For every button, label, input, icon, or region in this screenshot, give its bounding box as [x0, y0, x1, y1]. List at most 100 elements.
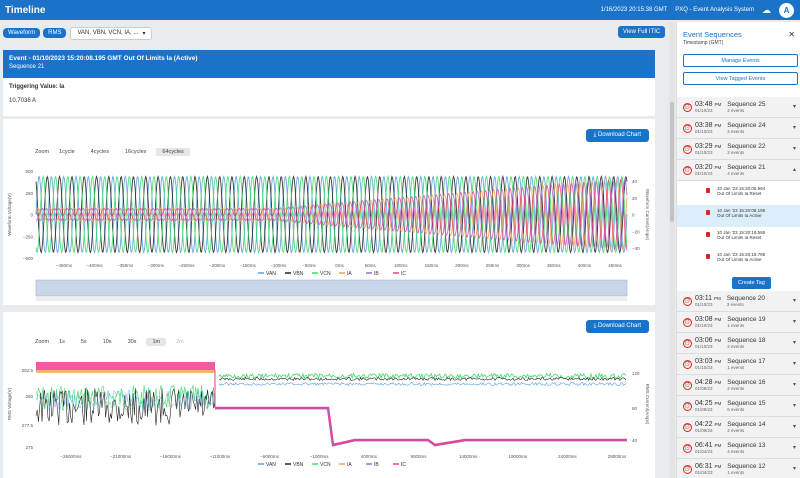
y-axis-label-left: Waveform Voltage(V)	[7, 193, 12, 236]
event-flag-icon	[706, 232, 710, 237]
legend-ib: IB	[374, 462, 379, 468]
sequence-item[interactable]: ⏰ 06:41 PM 01/04/23 Sequence 13 4 events ▾	[677, 438, 800, 459]
event-time: 10 Jan '23 15:20:19.795	[717, 252, 766, 257]
x-tick: −11000ms	[210, 454, 232, 459]
series-ic	[215, 406, 627, 447]
series-ia-band	[36, 370, 215, 373]
zoom-4cycles[interactable]: 4cycles	[90, 149, 109, 155]
sequence-name: Sequence 21	[727, 164, 766, 171]
event-sequence: Sequence 21	[9, 64, 45, 70]
close-icon[interactable]: ✕	[788, 30, 795, 39]
sequence-item[interactable]: ⏰ 03:38 PM 01/10/23 Sequence 24 2 events ▾	[677, 118, 800, 139]
legend-van: VAN	[266, 271, 276, 277]
y-tick-left: −500	[23, 256, 34, 261]
zoom-10s[interactable]: 10s	[102, 339, 112, 345]
view-full-itic-button[interactable]: View Full ITIC	[618, 26, 666, 38]
create-tag-button[interactable]: Create Tag	[732, 277, 771, 289]
chevron-down-icon[interactable]: ▾	[792, 340, 796, 346]
chevron-down-icon[interactable]: ▾	[792, 104, 796, 110]
sequence-time: 03:11 PM	[695, 295, 721, 302]
zoom-16cycles[interactable]: 16cycles	[125, 149, 147, 155]
sequence-time: 04:28 PM	[695, 379, 722, 386]
top-bar: Timeline 1/16/2023 20:15:38 GMT PXQ - Ev…	[0, 0, 800, 20]
y-tick-right: 40	[632, 179, 638, 184]
event-flag-icon	[706, 188, 710, 193]
sequence-item[interactable]: ⏰ 03:03 PM 01/10/23 Sequence 17 1 events ▾	[677, 354, 800, 375]
chevron-down-icon[interactable]: ▾	[792, 424, 796, 430]
app-title: Timeline	[5, 4, 46, 16]
event-desc: Out Of Limits Ia Active	[717, 213, 762, 218]
sequence-item[interactable]: ⏰ 04:25 PM 01/09/23 Sequence 15 6 events ▾	[677, 396, 800, 417]
sequence-date: 01/10/23	[695, 129, 713, 134]
zoom-64cycles[interactable]: 64cycles	[156, 148, 190, 156]
sequence-item[interactable]: ⏰ 03:20 PM 01/10/23 Sequence 21 4 events ▴	[677, 160, 800, 181]
main-scrollbar[interactable]	[669, 22, 675, 478]
range-navigator	[35, 279, 628, 297]
sequence-item[interactable]: ⏰ 06:31 PM 01/04/23 Sequence 12 1 events ▾	[677, 459, 800, 478]
waveform-toggle[interactable]: Waveform	[3, 28, 41, 38]
sequence-item[interactable]: ⏰ 03:11 PM 01/10/23 Sequence 20 3 events ▾	[677, 291, 800, 312]
zoom-1s[interactable]: 1s	[59, 339, 65, 345]
download-waveform-button[interactable]: ⤓ Download Chart	[585, 129, 649, 142]
x-tick: −100ms	[270, 263, 287, 268]
event-sequences-sidebar: Event Sequences Timestamp (GMT) ✕ Manage…	[676, 22, 800, 478]
series-vcn-noisy	[35, 384, 216, 411]
zoom-2m[interactable]: 2m	[176, 339, 184, 345]
sequence-count: 1 events	[727, 323, 745, 328]
event-item[interactable]: 10 Jan '23 15:20:08.195 Out Of Limits Ia …	[677, 205, 800, 227]
sequence-count: 2 events	[727, 129, 745, 134]
chevron-down-icon[interactable]: ▾	[792, 403, 796, 409]
waveform-zoom-bar: Zoom 1cycle 4cycles 16cycles 64cycles	[35, 148, 190, 156]
sequence-item[interactable]: ⏰ 03:29 PM 01/10/23 Sequence 22 2 events ▾	[677, 139, 800, 160]
waveform-chart-panel: ⤓ Download Chart Zoom 1cycle 4cycles 16cyc…	[3, 119, 655, 305]
view-tagged-events-button[interactable]: View Tagged Events	[683, 72, 798, 85]
sequence-time: 03:08 PM	[695, 316, 722, 323]
sequence-name: Sequence 12	[727, 463, 766, 470]
chevron-up-icon[interactable]: ▴	[792, 167, 796, 173]
scroll-thumb[interactable]	[670, 102, 674, 222]
legend-vcn: VCN	[320, 462, 331, 468]
y-tick-left: −250	[23, 234, 34, 239]
y-tick-right: 120	[632, 371, 640, 376]
chevron-down-icon[interactable]: ▾	[792, 146, 796, 152]
event-header: Event - 01/10/2023 15:20:08.195 GMT Out …	[3, 50, 655, 78]
y-tick-right: 0	[632, 213, 635, 218]
x-tick: −26000ms	[60, 454, 82, 459]
waveform-chart[interactable]: 500 250 0 −250 −500 40 20 0 −20 −40 Waveform Volta…	[3, 119, 655, 305]
sequence-item[interactable]: ⏰ 04:28 PM 01/09/23 Sequence 16 2 events ▾	[677, 375, 800, 396]
system-name: PXQ - Event Analysis System	[675, 7, 754, 13]
alarm-icon: ⏰	[683, 443, 692, 453]
sequence-item[interactable]: ⏰ 03:48 PM 01/10/23 Sequence 25 2 events ▾	[677, 97, 800, 118]
zoom-5s[interactable]: 5s	[80, 339, 87, 345]
event-item[interactable]: 10 Jan '23 15:20:16.595 Out Of Limits Ia …	[677, 227, 800, 249]
sequence-info: Sequence 25 2 events	[721, 101, 765, 113]
alarm-icon: ⏰	[683, 123, 692, 133]
sequence-name: Sequence 22	[727, 143, 766, 150]
sidebar-subtitle: Timestamp (GMT)	[683, 40, 724, 46]
chevron-down-icon[interactable]: ▾	[792, 382, 796, 388]
alarm-icon: ⏰	[683, 401, 692, 411]
download-rms-button[interactable]: ⤓ Download Chart	[585, 320, 649, 333]
channel-select[interactable]: VAN, VBN, VCN, IA, ... ▾	[70, 26, 153, 40]
sequence-timestamp: 03:29 PM 01/10/23	[695, 143, 721, 155]
cloud-off-icon[interactable]: ☁	[762, 4, 771, 15]
rms-toggle[interactable]: RMS	[43, 28, 67, 38]
manage-events-button[interactable]: Manage Events	[683, 54, 798, 67]
zoom-30s[interactable]: 30s	[127, 339, 137, 345]
sequence-item[interactable]: ⏰ 03:06 PM 01/10/23 Sequence 18 2 events ▾	[677, 333, 800, 354]
rms-chart[interactable]: 282.5 280 277.5 275 120 80 40 RMS Voltage(V) RMS…	[3, 312, 655, 478]
zoom-1cycle[interactable]: 1cycle	[59, 149, 75, 155]
chevron-down-icon[interactable]: ▾	[792, 445, 796, 451]
sequence-info: Sequence 12 1 events	[721, 463, 765, 475]
event-item[interactable]: 10 Jan '23 15:20:05.994 Out Of Limits Ia …	[677, 183, 800, 205]
event-item[interactable]: 10 Jan '23 15:20:19.795 Out Of Limits Ia …	[677, 249, 800, 271]
chevron-down-icon[interactable]: ▾	[792, 466, 796, 472]
avatar[interactable]: A	[779, 2, 794, 18]
chevron-down-icon[interactable]: ▾	[792, 125, 796, 131]
chevron-down-icon[interactable]: ▾	[792, 319, 796, 325]
chevron-down-icon[interactable]: ▾	[792, 298, 796, 304]
sequence-item[interactable]: ⏰ 04:22 PM 01/09/23 Sequence 14 2 events ▾	[677, 417, 800, 438]
zoom-1m[interactable]: 1m	[146, 338, 167, 346]
sequence-item[interactable]: ⏰ 03:08 PM 01/10/23 Sequence 19 1 events ▾	[677, 312, 800, 333]
chevron-down-icon[interactable]: ▾	[792, 361, 796, 367]
